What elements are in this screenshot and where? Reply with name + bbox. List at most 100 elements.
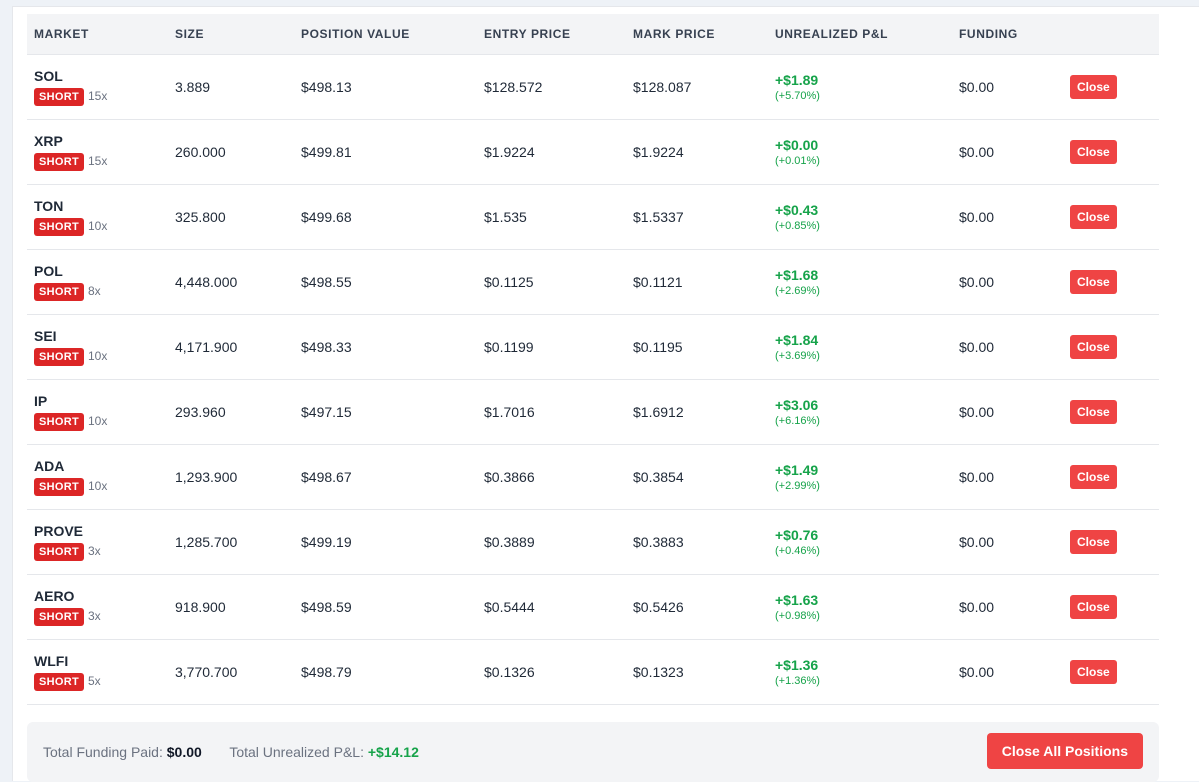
side-badge: SHORT <box>34 152 84 171</box>
pnl-percent: (+0.46%) <box>775 544 820 557</box>
market-symbol: SOL <box>34 67 63 84</box>
market-cell: POL SHORT 8x <box>27 249 168 314</box>
position-value-cell: $498.79 <box>301 663 352 680</box>
leverage: 3x <box>88 543 101 558</box>
close-position-button[interactable]: Close <box>1070 74 1117 99</box>
market-symbol: IP <box>34 392 48 409</box>
leverage: 10x <box>88 348 108 363</box>
action-cell: Close <box>1063 444 1159 509</box>
close-all-positions-button[interactable]: Close All Positions <box>986 733 1143 769</box>
positions-panel: MARKET SIZE POSITION VALUE ENTRY PRICE M… <box>12 6 1199 782</box>
position-value-cell: $498.33 <box>301 338 352 355</box>
table-row: WLFI SHORT 5x 3,770.700 $498.79 $0.1326 $0.132… <box>27 639 1159 704</box>
leverage: 15x <box>88 153 108 168</box>
mark-price-cell: $1.5337 <box>633 208 684 225</box>
total-pnl-label: Total Unrealized P&L: <box>229 744 364 760</box>
market-symbol: POL <box>34 262 63 279</box>
size-cell: 3.889 <box>175 78 211 95</box>
table-row: XRP SHORT 15x 260.000 $499.81 $1.9224 $1.9224 +… <box>27 119 1159 184</box>
market-symbol: TON <box>34 197 64 214</box>
table-row: PROVE SHORT 3x 1,285.700 $499.19 $0.3889 $0.38… <box>27 509 1159 574</box>
pnl-cell: +$1.68 (+2.69%) <box>768 249 952 314</box>
header-position-value: POSITION VALUE <box>294 14 477 55</box>
market-symbol: AERO <box>34 587 75 604</box>
leverage: 15x <box>88 88 108 103</box>
market-symbol: SEI <box>34 327 57 344</box>
funding-cell: $0.00 <box>959 338 995 355</box>
funding-cell: $0.00 <box>959 143 995 160</box>
position-value-cell: $497.15 <box>301 403 352 420</box>
action-cell: Close <box>1063 119 1159 184</box>
pnl-cell: +$0.00 (+0.01%) <box>768 119 952 184</box>
mark-price-cell: $1.6912 <box>633 403 684 420</box>
header-entry-price: ENTRY PRICE <box>477 14 626 55</box>
pnl-cell: +$0.43 (+0.85%) <box>768 184 952 249</box>
close-position-button[interactable]: Close <box>1070 594 1117 619</box>
size-cell: 325.800 <box>175 208 226 225</box>
table-row: SEI SHORT 10x 4,171.900 $498.33 $0.1199 $0.119… <box>27 314 1159 379</box>
market-cell: PROVE SHORT 3x <box>27 509 168 574</box>
action-cell: Close <box>1063 639 1159 704</box>
mark-price-cell: $1.9224 <box>633 143 684 160</box>
action-cell: Close <box>1063 249 1159 314</box>
size-cell: 4,448.000 <box>175 273 238 290</box>
market-symbol: ADA <box>34 457 65 474</box>
close-position-button[interactable]: Close <box>1070 139 1117 164</box>
market-cell: XRP SHORT 15x <box>27 119 168 184</box>
entry-price-cell: $1.7016 <box>484 403 535 420</box>
header-funding: FUNDING <box>952 14 1063 55</box>
market-cell: WLFI SHORT 5x <box>27 639 168 704</box>
table-row: SOL SHORT 15x 3.889 $498.13 $128.572 $128.087 +… <box>27 54 1159 119</box>
size-cell: 293.960 <box>175 403 226 420</box>
table-row: IP SHORT 10x 293.960 $497.15 $1.7016 $1.6912 +$… <box>27 379 1159 444</box>
mark-price-cell: $0.1323 <box>633 663 684 680</box>
pnl-value: +$0.43 <box>775 201 819 218</box>
market-symbol: WLFI <box>34 652 69 669</box>
action-cell: Close <box>1063 574 1159 639</box>
entry-price-cell: $1.535 <box>484 208 527 225</box>
pnl-value: +$1.49 <box>775 461 819 478</box>
pnl-cell: +$0.76 (+0.46%) <box>768 509 952 574</box>
market-cell: ADA SHORT 10x <box>27 444 168 509</box>
action-cell: Close <box>1063 314 1159 379</box>
position-value-cell: $498.59 <box>301 598 352 615</box>
size-cell: 260.000 <box>175 143 226 160</box>
entry-price-cell: $0.1199 <box>484 338 534 355</box>
close-position-button[interactable]: Close <box>1070 659 1117 684</box>
pnl-value: +$1.68 <box>775 266 819 283</box>
leverage: 10x <box>88 218 108 233</box>
mark-price-cell: $128.087 <box>633 78 692 95</box>
close-position-button[interactable]: Close <box>1070 204 1117 229</box>
market-cell: SOL SHORT 15x <box>27 54 168 119</box>
pnl-value: +$1.36 <box>775 656 819 673</box>
close-position-button[interactable]: Close <box>1070 269 1117 294</box>
close-position-button[interactable]: Close <box>1070 529 1117 554</box>
close-position-button[interactable]: Close <box>1070 464 1117 489</box>
market-cell: AERO SHORT 3x <box>27 574 168 639</box>
mark-price-cell: $0.1195 <box>633 338 683 355</box>
table-row: POL SHORT 8x 4,448.000 $498.55 $0.1125 $0.1121… <box>27 249 1159 314</box>
position-value-cell: $498.55 <box>301 273 352 290</box>
header-mark-price: MARK PRICE <box>626 14 768 55</box>
leverage: 5x <box>88 673 101 688</box>
entry-price-cell: $128.572 <box>484 78 543 95</box>
size-cell: 4,171.900 <box>175 338 238 355</box>
table-row: AERO SHORT 3x 918.900 $498.59 $0.5444 $0.5426 +… <box>27 574 1159 639</box>
entry-price-cell: $0.5444 <box>484 598 535 615</box>
close-position-button[interactable]: Close <box>1070 399 1117 424</box>
funding-cell: $0.00 <box>959 663 995 680</box>
mark-price-cell: $0.3854 <box>633 468 684 485</box>
pnl-value: +$1.63 <box>775 591 819 608</box>
close-position-button[interactable]: Close <box>1070 334 1117 359</box>
position-value-cell: $498.67 <box>301 468 352 485</box>
pnl-percent: (+2.99%) <box>775 479 820 492</box>
position-value-cell: $499.68 <box>301 208 352 225</box>
pnl-cell: +$1.63 (+0.98%) <box>768 574 952 639</box>
footer-stats: Total Funding Paid: $0.00 Total Unrealiz… <box>43 744 419 760</box>
pnl-percent: (+5.70%) <box>775 89 820 102</box>
header-unrealized-pnl: UNREALIZED P&L <box>768 14 952 55</box>
side-badge: SHORT <box>34 217 84 236</box>
position-value-cell: $498.13 <box>301 78 352 95</box>
side-badge: SHORT <box>34 347 84 366</box>
pnl-value: +$1.89 <box>775 71 819 88</box>
